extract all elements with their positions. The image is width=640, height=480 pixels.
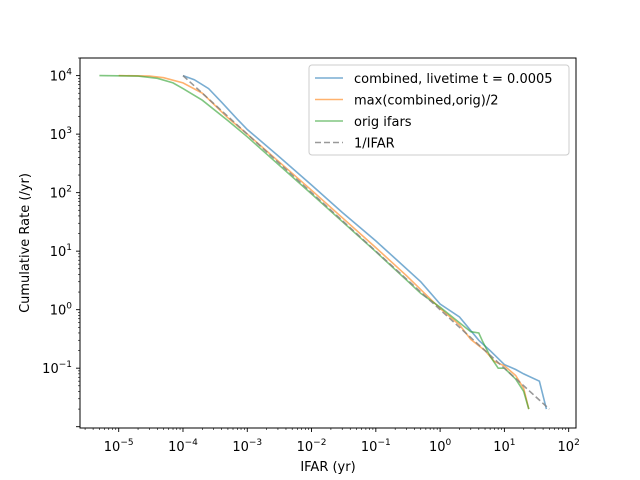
series-line-3 xyxy=(182,75,550,410)
legend-label-3: 1/IFAR xyxy=(354,137,395,152)
x-tick-label: 10−2 xyxy=(297,438,327,455)
series-line-1 xyxy=(118,74,530,410)
x-tick-label: 101 xyxy=(493,438,515,455)
y-tick-label: 10−1 xyxy=(42,360,72,377)
y-axis-ticks: 10−1 100 101 102 103 104 xyxy=(42,57,80,428)
series-line-2 xyxy=(99,74,530,410)
legend-box xyxy=(308,64,570,156)
x-tick-label: 10−5 xyxy=(104,438,134,455)
y-tick-label: 104 xyxy=(50,68,73,85)
y-tick-label: 101 xyxy=(50,243,72,260)
x-axis-ticks: 10−5 10−4 10−3 10−2 10−1 100 101 102 xyxy=(84,428,580,455)
x-axis-label: IFAR (yr) xyxy=(300,460,355,475)
y-axis-label: Cumulative Rate (/yr) xyxy=(18,173,33,313)
legend-label-1: max(combined,orig)/2 xyxy=(354,94,499,109)
legend-label-2: orig ifars xyxy=(354,115,412,130)
legend: combined, livetime t = 0.0005 max(combine… xyxy=(308,64,570,156)
plot-frame xyxy=(79,57,577,429)
x-tick-label: 10−3 xyxy=(232,438,262,455)
x-tick-label: 100 xyxy=(429,438,452,455)
x-tick-label: 10−1 xyxy=(361,438,391,455)
y-tick-label: 102 xyxy=(50,185,72,202)
x-tick-label: 10−4 xyxy=(168,438,198,455)
legend-items: combined, livetime t = 0.0005 max(combine… xyxy=(315,72,553,152)
x-tick-label: 102 xyxy=(558,438,580,455)
series-lines xyxy=(99,74,550,410)
legend-label-0: combined, livetime t = 0.0005 xyxy=(354,72,553,87)
y-tick-label: 103 xyxy=(50,126,72,143)
y-tick-label: 100 xyxy=(50,302,73,319)
series-line-0 xyxy=(182,74,548,410)
